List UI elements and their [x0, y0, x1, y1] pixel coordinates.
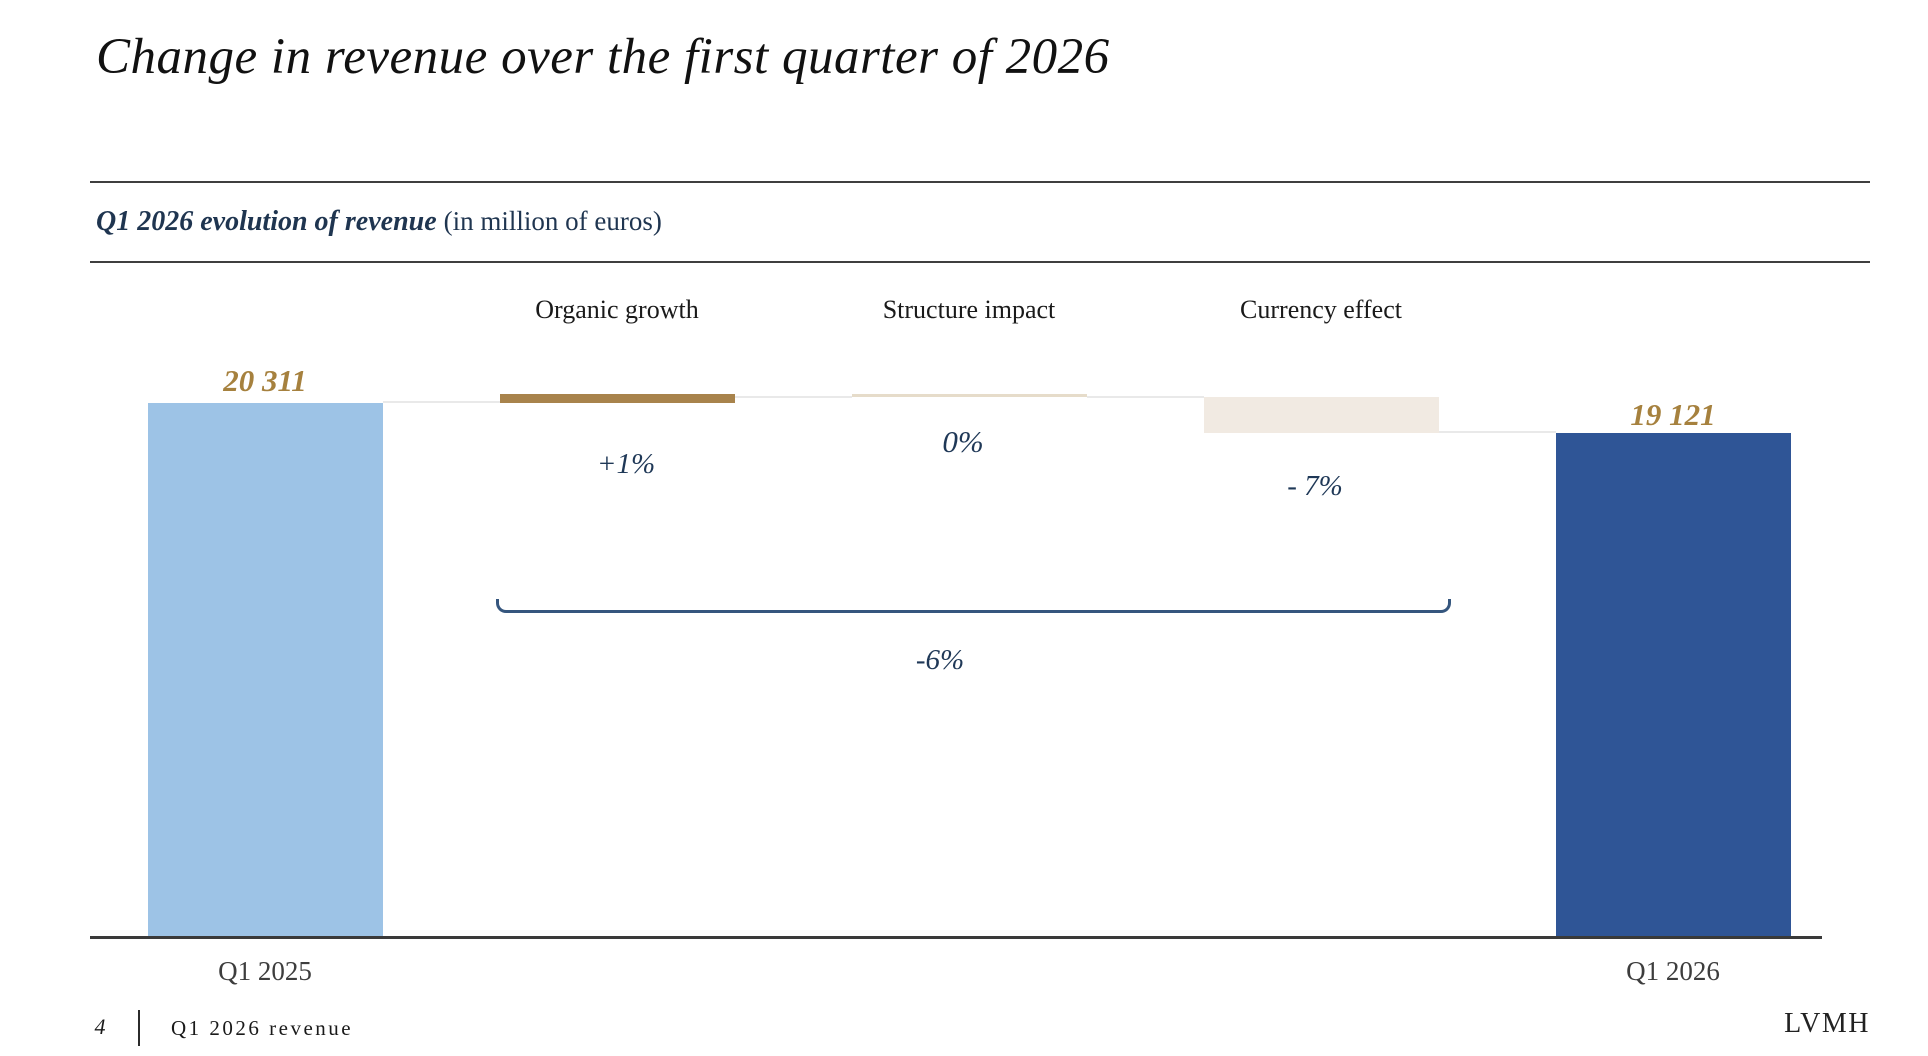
waterfall-connector	[1087, 396, 1204, 398]
column-header-organic-growth: Organic growth	[535, 295, 699, 324]
column-header-structure-impact: Structure impact	[882, 295, 1056, 324]
axis-label-q1-2025: Q1 2025	[218, 956, 312, 986]
footer-section-label: Q1 2026 revenue	[171, 1016, 354, 1040]
x-axis-line	[90, 936, 1822, 939]
pct-label-currency-effect: - 7%	[1287, 470, 1343, 502]
pct-label-structure-impact: 0%	[942, 424, 984, 459]
pct-label-total-change: -6%	[915, 644, 965, 676]
bar-currency-effect	[1204, 397, 1439, 433]
slide-title: Change in revenue over the first quarter…	[96, 29, 1110, 85]
bar-organic-growth	[500, 394, 735, 403]
axis-label-q1-2026: Q1 2026	[1626, 956, 1720, 986]
horizontal-rule-top	[90, 181, 1870, 183]
pct-label-organic-growth: +1%	[596, 448, 656, 480]
start-value-label: 20 311	[223, 363, 307, 398]
page-number: 4	[94, 1014, 106, 1039]
footer-divider	[138, 1010, 140, 1046]
bar-q1-2026	[1556, 433, 1791, 938]
waterfall-connector	[735, 396, 852, 398]
total-change-bracket	[496, 599, 1451, 613]
bar-q1-2025	[148, 403, 383, 938]
chart-subtitle-bold: Q1 2026 evolution of revenue	[96, 206, 437, 237]
column-header-currency-effect: Currency effect	[1240, 295, 1402, 324]
waterfall-connector	[383, 401, 500, 403]
lvmh-logo: LVMH	[1784, 1008, 1870, 1039]
end-value-label: 19 121	[1630, 397, 1716, 432]
chart-subtitle: Q1 2026 evolution of revenue (in million…	[96, 206, 1496, 238]
horizontal-rule-bottom	[90, 261, 1870, 263]
chart-subtitle-note: (in million of euros)	[443, 206, 662, 236]
bar-structure-impact	[852, 394, 1087, 397]
waterfall-connector	[1439, 431, 1556, 433]
